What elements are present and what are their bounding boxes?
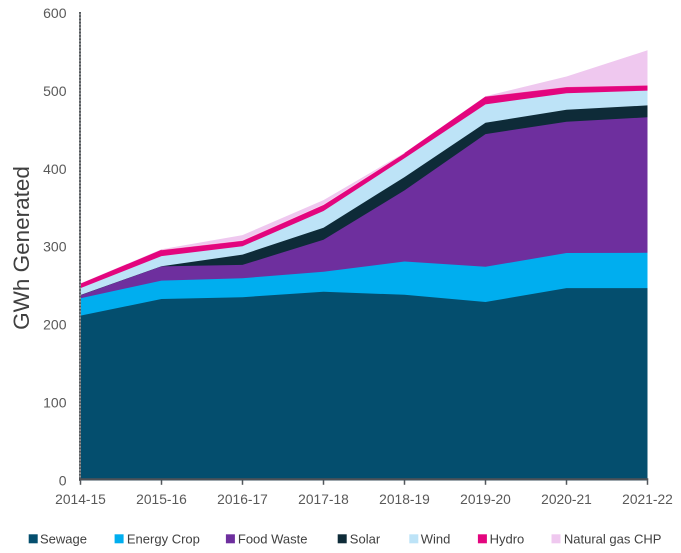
svg-text:GWh Generated: GWh Generated <box>9 166 34 330</box>
svg-text:2019-20: 2019-20 <box>460 492 511 507</box>
svg-text:Energy Crop: Energy Crop <box>127 532 200 547</box>
svg-text:Natural gas CHP: Natural gas CHP <box>564 532 662 547</box>
svg-text:Hydro: Hydro <box>490 532 525 547</box>
svg-text:Solar: Solar <box>350 532 381 547</box>
svg-text:2020-21: 2020-21 <box>541 492 592 507</box>
svg-text:600: 600 <box>43 5 67 21</box>
svg-text:300: 300 <box>43 239 67 255</box>
svg-text:2017-18: 2017-18 <box>298 492 349 507</box>
svg-text:Wind: Wind <box>421 532 451 547</box>
svg-text:100: 100 <box>43 395 67 411</box>
svg-text:2016-17: 2016-17 <box>217 492 268 507</box>
svg-text:2015-16: 2015-16 <box>136 492 187 507</box>
svg-text:400: 400 <box>43 161 67 177</box>
svg-text:0: 0 <box>59 472 67 488</box>
svg-text:Sewage: Sewage <box>40 532 87 547</box>
svg-text:2014-15: 2014-15 <box>55 492 106 507</box>
svg-text:500: 500 <box>43 83 67 99</box>
svg-text:200: 200 <box>43 317 67 333</box>
svg-text:Food Waste: Food Waste <box>238 532 308 547</box>
svg-text:2021-22: 2021-22 <box>622 492 673 507</box>
svg-text:2018-19: 2018-19 <box>379 492 430 507</box>
